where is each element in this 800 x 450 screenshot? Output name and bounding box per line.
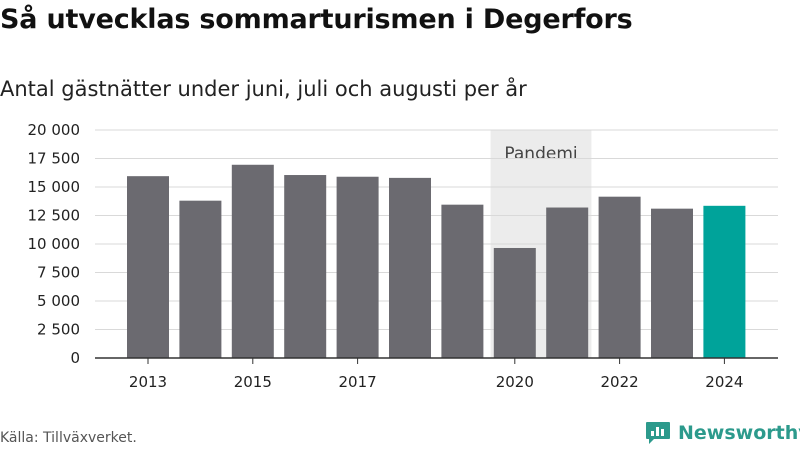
y-tick-label: 0: [70, 349, 80, 367]
bars: [127, 164, 746, 358]
bar-2023: [651, 208, 693, 358]
bar-2014: [179, 200, 222, 358]
bar-2021: [546, 207, 589, 358]
bar-2017: [336, 176, 379, 358]
annotation-label: Pandemi: [504, 144, 577, 164]
x-tick-label: 2015: [234, 373, 272, 391]
bar-2013: [127, 176, 169, 358]
y-tick-label: 5 000: [37, 292, 80, 310]
y-axis-labels: 0 2 500 5 000 7 500 10 000 12 500 15 000 17 500…: [28, 121, 81, 367]
chart-title: Så utvecklas sommarturismen i Degerfors: [0, 4, 633, 35]
chart-subtitle: Antal gästnätter under juni, juli och au…: [0, 77, 527, 101]
bar-2019: [441, 204, 484, 358]
y-tick-label: 12 500: [28, 207, 81, 225]
y-tick-label: 7 500: [37, 264, 80, 282]
y-tick-label: 20 000: [28, 121, 81, 139]
x-tick-label: 2024: [705, 373, 743, 391]
bar-2020: [493, 247, 536, 358]
y-tick-label: 15 000: [28, 178, 81, 196]
x-tick-label: 2013: [129, 373, 167, 391]
x-tick-label: 2017: [339, 373, 377, 391]
bar-2022: [598, 196, 641, 358]
bar-2015: [231, 164, 274, 358]
bar-2024: [703, 205, 746, 358]
bar-2018: [389, 177, 431, 358]
y-tick-label: 10 000: [28, 235, 81, 253]
brand-name: Newsworthy: [678, 422, 800, 444]
x-tick-label: 2022: [601, 373, 639, 391]
newsworthy-chart-logo-icon: [646, 422, 670, 444]
x-tick-label: 2020: [496, 373, 534, 391]
x-axis-labels: 2013 2015 2017 2020 2022 2024: [129, 358, 743, 391]
y-tick-label: 17 500: [28, 150, 81, 168]
brand-logo: Newsworthy: [644, 420, 800, 446]
bar-2016: [284, 175, 327, 358]
y-tick-label: 2 500: [37, 321, 80, 339]
source-note: Källa: Tillväxverket.: [0, 430, 137, 446]
